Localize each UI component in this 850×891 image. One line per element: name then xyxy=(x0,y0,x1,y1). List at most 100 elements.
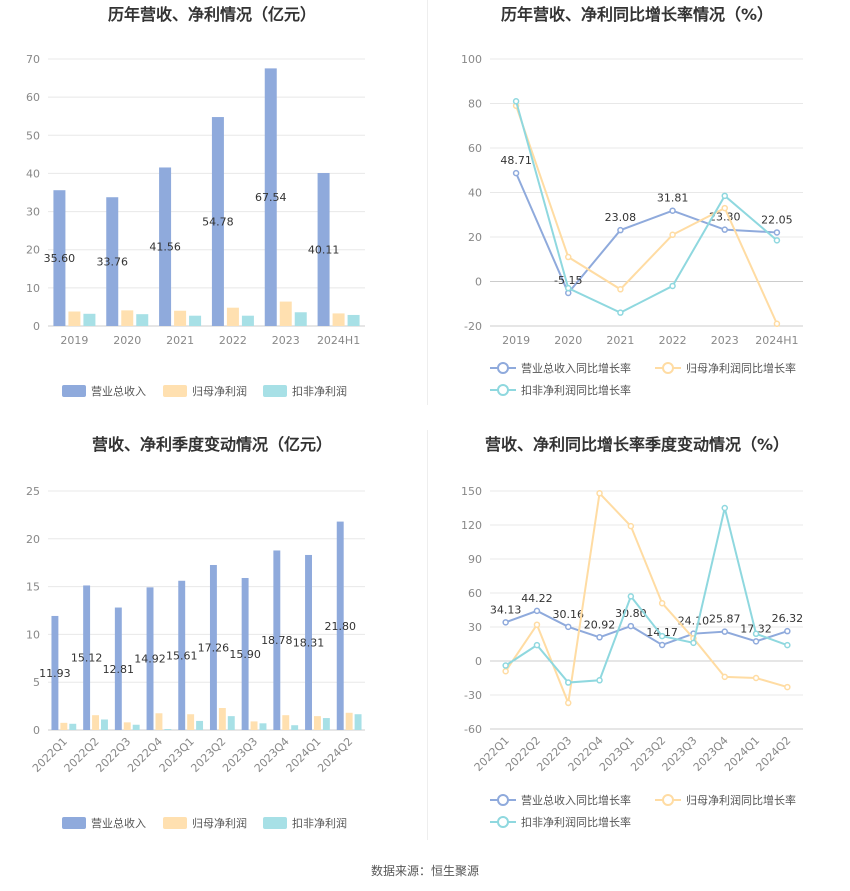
quarterly-revenue-profit-chart: 营收、净利季度变动情况（亿元） 0 5 10 15 20 25 2022Q1 2022Q2 202… xyxy=(0,430,425,860)
bar-revenue xyxy=(317,173,330,326)
legend-swatch xyxy=(263,817,287,829)
x-tick-label: 2021 xyxy=(606,334,634,347)
line-point xyxy=(512,98,520,105)
y-tick-label: 5 xyxy=(33,676,40,689)
y-tick-label: 30 xyxy=(26,206,40,219)
bar-deducted xyxy=(189,315,202,326)
legend-swatch xyxy=(263,385,287,397)
line-point xyxy=(502,619,509,626)
data-label: 40.11 xyxy=(308,244,340,257)
bar-profit xyxy=(187,714,195,730)
bar-profit xyxy=(332,313,345,326)
bar-deducted xyxy=(69,723,77,730)
x-tick-label: 2020 xyxy=(554,334,582,347)
y-tick-label: 40 xyxy=(468,187,482,200)
chart-title: 历年营收、净利同比增长率情况（%） xyxy=(501,5,773,24)
line-point xyxy=(773,237,781,244)
legend-swatch xyxy=(163,385,187,397)
bar-deducted xyxy=(164,729,172,730)
y-tick-label: 20 xyxy=(468,231,482,244)
bar-revenue xyxy=(53,190,66,326)
bar-revenue xyxy=(211,117,224,326)
panel-divider xyxy=(427,430,428,840)
annual-growth-rate-chart: 历年营收、净利同比增长率情况（%） -20 0 20 40 60 80 100 2019 2020… xyxy=(425,0,850,430)
bar-deducted xyxy=(347,314,360,326)
line-series-profit xyxy=(515,105,778,325)
line-point xyxy=(721,673,728,681)
bar-deducted xyxy=(322,718,330,730)
line-point xyxy=(565,284,572,292)
line-point xyxy=(752,638,760,645)
bar-deducted xyxy=(227,716,235,730)
line-point xyxy=(627,622,635,630)
legend-marker xyxy=(497,794,509,806)
y-tick-label: 10 xyxy=(26,628,40,641)
line-point xyxy=(669,207,676,214)
legend-label: 归母净利润同比增长率 xyxy=(686,361,796,375)
data-label: 15.90 xyxy=(229,648,261,661)
legend-marker xyxy=(662,794,674,806)
legend-marker xyxy=(497,816,509,828)
line-series-revenue xyxy=(505,609,788,647)
data-label: 33.76 xyxy=(97,256,129,269)
bar-revenue xyxy=(273,550,281,730)
y-tick-label: -30 xyxy=(464,689,482,702)
line-series-deducted xyxy=(505,507,788,684)
line-point xyxy=(773,229,781,236)
data-label: 48.71 xyxy=(500,154,531,167)
bar-profit xyxy=(174,310,187,326)
y-tick-label: 20 xyxy=(26,533,40,546)
legend-label: 营业总收入同比增长率 xyxy=(521,793,631,807)
x-tick-label: 2020 xyxy=(113,334,141,347)
data-label: 41.56 xyxy=(149,241,181,254)
x-tick-label: 2022 xyxy=(659,334,687,347)
bar-profit xyxy=(155,713,163,730)
bar-deducted xyxy=(354,714,362,730)
line-point xyxy=(533,621,541,628)
data-label: 20.92 xyxy=(584,618,616,631)
bar-profit xyxy=(121,310,134,326)
bar-revenue xyxy=(106,197,119,326)
legend-label: 归母净利润 xyxy=(192,816,247,830)
data-label: 14.17 xyxy=(646,626,678,639)
data-label: -5.15 xyxy=(554,274,582,287)
bar-profit xyxy=(345,712,353,730)
annual-revenue-profit-chart: 历年营收、净利情况（亿元） 0 10 20 30 40 50 60 70 2019 2020 2021… xyxy=(0,0,425,430)
bar-revenue xyxy=(114,607,122,730)
line-point xyxy=(658,632,666,640)
y-tick-label: -20 xyxy=(464,320,482,333)
bar-deducted xyxy=(259,723,267,730)
data-label: 14.92 xyxy=(134,653,166,666)
bar-revenue xyxy=(264,68,277,326)
legend-label: 归母净利润 xyxy=(192,384,247,398)
y-tick-label: 120 xyxy=(461,519,482,532)
data-label: 30.16 xyxy=(553,608,585,621)
bar-profit xyxy=(250,721,258,730)
data-label: 31.81 xyxy=(657,192,689,205)
y-tick-label: 20 xyxy=(26,244,40,257)
data-label: 15.12 xyxy=(71,652,103,665)
bar-revenue xyxy=(209,564,217,730)
chart-svg: 历年营收、净利情况（亿元） 0 10 20 30 40 50 60 70 2019 2020 2021… xyxy=(26,5,365,398)
data-label: 24.10 xyxy=(678,615,710,628)
data-label: 18.78 xyxy=(261,634,293,647)
line-point xyxy=(596,490,603,497)
bar-deducted xyxy=(241,315,254,326)
legend-label: 扣非净利润同比增长率 xyxy=(521,815,631,829)
x-tick-label: 2022 xyxy=(219,334,247,347)
y-tick-label: 70 xyxy=(26,53,40,66)
line-point xyxy=(752,674,760,682)
line-point xyxy=(502,662,509,669)
y-tick-label: 150 xyxy=(461,485,482,498)
x-tick-label: 2024H1 xyxy=(755,334,798,347)
line-point xyxy=(721,628,728,635)
line-point xyxy=(784,627,791,635)
line-point xyxy=(690,639,697,647)
chart-svg: 历年营收、净利同比增长率情况（%） -20 0 20 40 60 80 100 2019 2020… xyxy=(461,5,803,397)
legend-label: 扣非净利润 xyxy=(292,816,347,830)
data-label: 23.08 xyxy=(605,211,637,224)
bar-deducted xyxy=(136,314,149,326)
x-tick-label: 2024H1 xyxy=(317,334,360,347)
bar-revenue xyxy=(241,577,249,730)
chart-title: 营收、净利同比增长率季度变动情况（%） xyxy=(485,435,789,454)
